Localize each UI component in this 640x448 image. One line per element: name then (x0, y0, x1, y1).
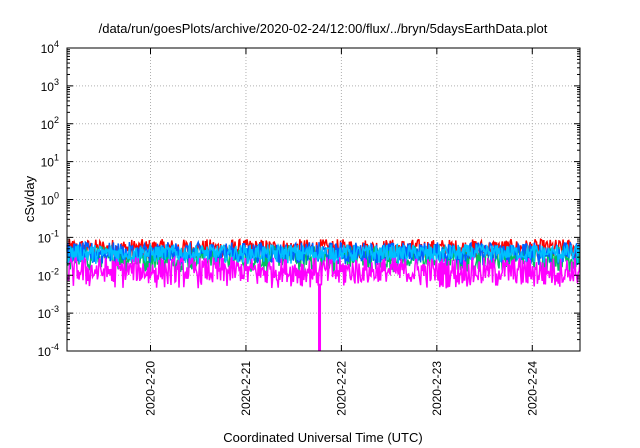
x-tick-label: 2020-2-21 (239, 361, 253, 416)
y-axis-title: cSv/day (22, 175, 37, 222)
plot-frame (66, 47, 581, 352)
x-tick-label: 2020-2-20 (144, 361, 158, 416)
y-tick-exponent: 3 (54, 77, 59, 87)
y-tick-label: 100 (41, 191, 59, 208)
y-tick-exponent: -4 (51, 342, 59, 352)
axis-ticks (67, 47, 580, 352)
x-axis-title: Coordinated Universal Time (UTC) (223, 430, 422, 445)
y-tick-label: 10-3 (38, 304, 59, 321)
y-tick-label: 10-2 (38, 266, 59, 283)
y-tick-label: 101 (41, 153, 59, 170)
y-tick-label: 10-4 (38, 342, 59, 359)
y-tick-label: 102 (41, 115, 59, 132)
x-tick-labels: 2020-2-20 2020-2-21 2020-2-22 2020-2-23 2020… (144, 361, 540, 416)
x-tick-label: 2020-2-24 (525, 361, 539, 416)
series-line (66, 255, 581, 289)
y-tick-label: 103 (41, 77, 59, 94)
y-tick-exponent: 4 (54, 39, 59, 49)
y-tick-exponent: -2 (51, 266, 59, 276)
x-tick-label: 2020-2-23 (430, 361, 444, 416)
y-tick-exponent: -1 (51, 228, 59, 238)
chart-title: /data/run/goesPlots/archive/2020-02-24/1… (99, 21, 548, 36)
y-tick-label: 10-1 (38, 228, 59, 245)
grid-lines (67, 48, 580, 351)
series-layer (66, 238, 581, 351)
x-tick-label: 2020-2-22 (334, 361, 348, 416)
y-tick-exponent: 1 (54, 153, 59, 163)
series-line (66, 242, 581, 264)
y-tick-exponent: -3 (51, 304, 59, 314)
y-tick-label: 104 (41, 39, 59, 56)
y-tick-exponent: 2 (54, 115, 59, 125)
y-tick-exponent: 0 (54, 191, 59, 201)
